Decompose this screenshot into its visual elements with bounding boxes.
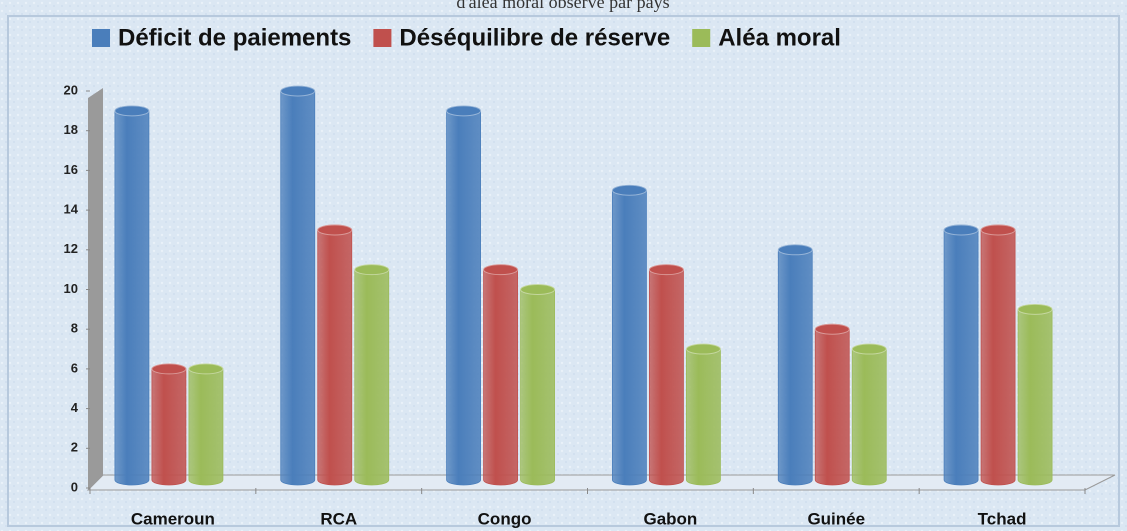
legend-swatch	[692, 29, 711, 47]
y-tick-label: 12	[64, 241, 78, 256]
y-tick-label: 10	[64, 281, 78, 296]
bar	[851, 343, 887, 486]
bar	[777, 244, 813, 486]
bar-cap	[446, 105, 482, 117]
bar	[612, 184, 647, 486]
bar	[686, 343, 721, 486]
y-tick-label: 16	[64, 162, 78, 177]
legend-label: Déséquilibre de réserve	[399, 24, 670, 51]
bar	[814, 323, 850, 486]
y-tick-label: 20	[64, 82, 78, 97]
bar-cap	[980, 224, 1016, 236]
x-tick-label: Tchad	[978, 509, 1027, 528]
bar-cap	[1017, 303, 1053, 315]
bar	[1017, 303, 1053, 486]
bar-cap	[814, 323, 850, 335]
x-tick-label: RCA	[320, 509, 357, 528]
bar-cap	[777, 244, 813, 256]
bar	[446, 105, 481, 486]
bar-cap	[943, 224, 979, 236]
bar-cap	[483, 264, 519, 276]
x-tick-label: Gabon	[643, 509, 697, 528]
bar-cap	[188, 363, 224, 375]
bar-cap	[354, 264, 390, 276]
bar-cap	[317, 224, 353, 236]
legend-swatch	[373, 29, 392, 47]
bar	[151, 363, 187, 486]
y-tick-label: 0	[71, 479, 78, 494]
side-wall	[88, 88, 103, 490]
y-tick-label: 2	[71, 440, 78, 455]
y-tick-label: 14	[64, 202, 79, 217]
y-tick-label: 6	[71, 360, 78, 375]
bar	[317, 224, 353, 486]
bar	[980, 224, 1016, 486]
x-tick-label: Cameroun	[131, 509, 215, 528]
bar-cap	[611, 184, 647, 196]
x-tick-label: Guinée	[807, 509, 865, 528]
bar-cap	[520, 284, 556, 295]
bar-cap	[648, 264, 684, 276]
y-tick-label: 4	[71, 400, 79, 415]
legend-swatch	[92, 29, 110, 47]
bar	[649, 264, 684, 486]
bar-cap	[851, 343, 887, 355]
bar	[483, 264, 518, 486]
bar	[943, 224, 979, 486]
y-tick-label: 18	[64, 122, 78, 137]
bar-cap	[114, 105, 150, 117]
legend-label: Aléa moral	[718, 24, 841, 51]
chart-border	[7, 15, 1120, 527]
legend-label: Déficit de paiements	[118, 24, 351, 51]
bar	[280, 85, 316, 486]
bar	[520, 284, 555, 486]
bar	[354, 264, 390, 486]
bar-cap	[151, 363, 187, 375]
y-tick-label: 8	[71, 321, 78, 336]
x-tick-label: Congo	[478, 509, 532, 528]
bar-cap	[280, 85, 316, 97]
bar	[114, 105, 150, 486]
bar	[188, 363, 224, 486]
bar-cap	[685, 343, 721, 355]
chart-title: d'aléa moral observé par pays	[456, 0, 669, 12]
